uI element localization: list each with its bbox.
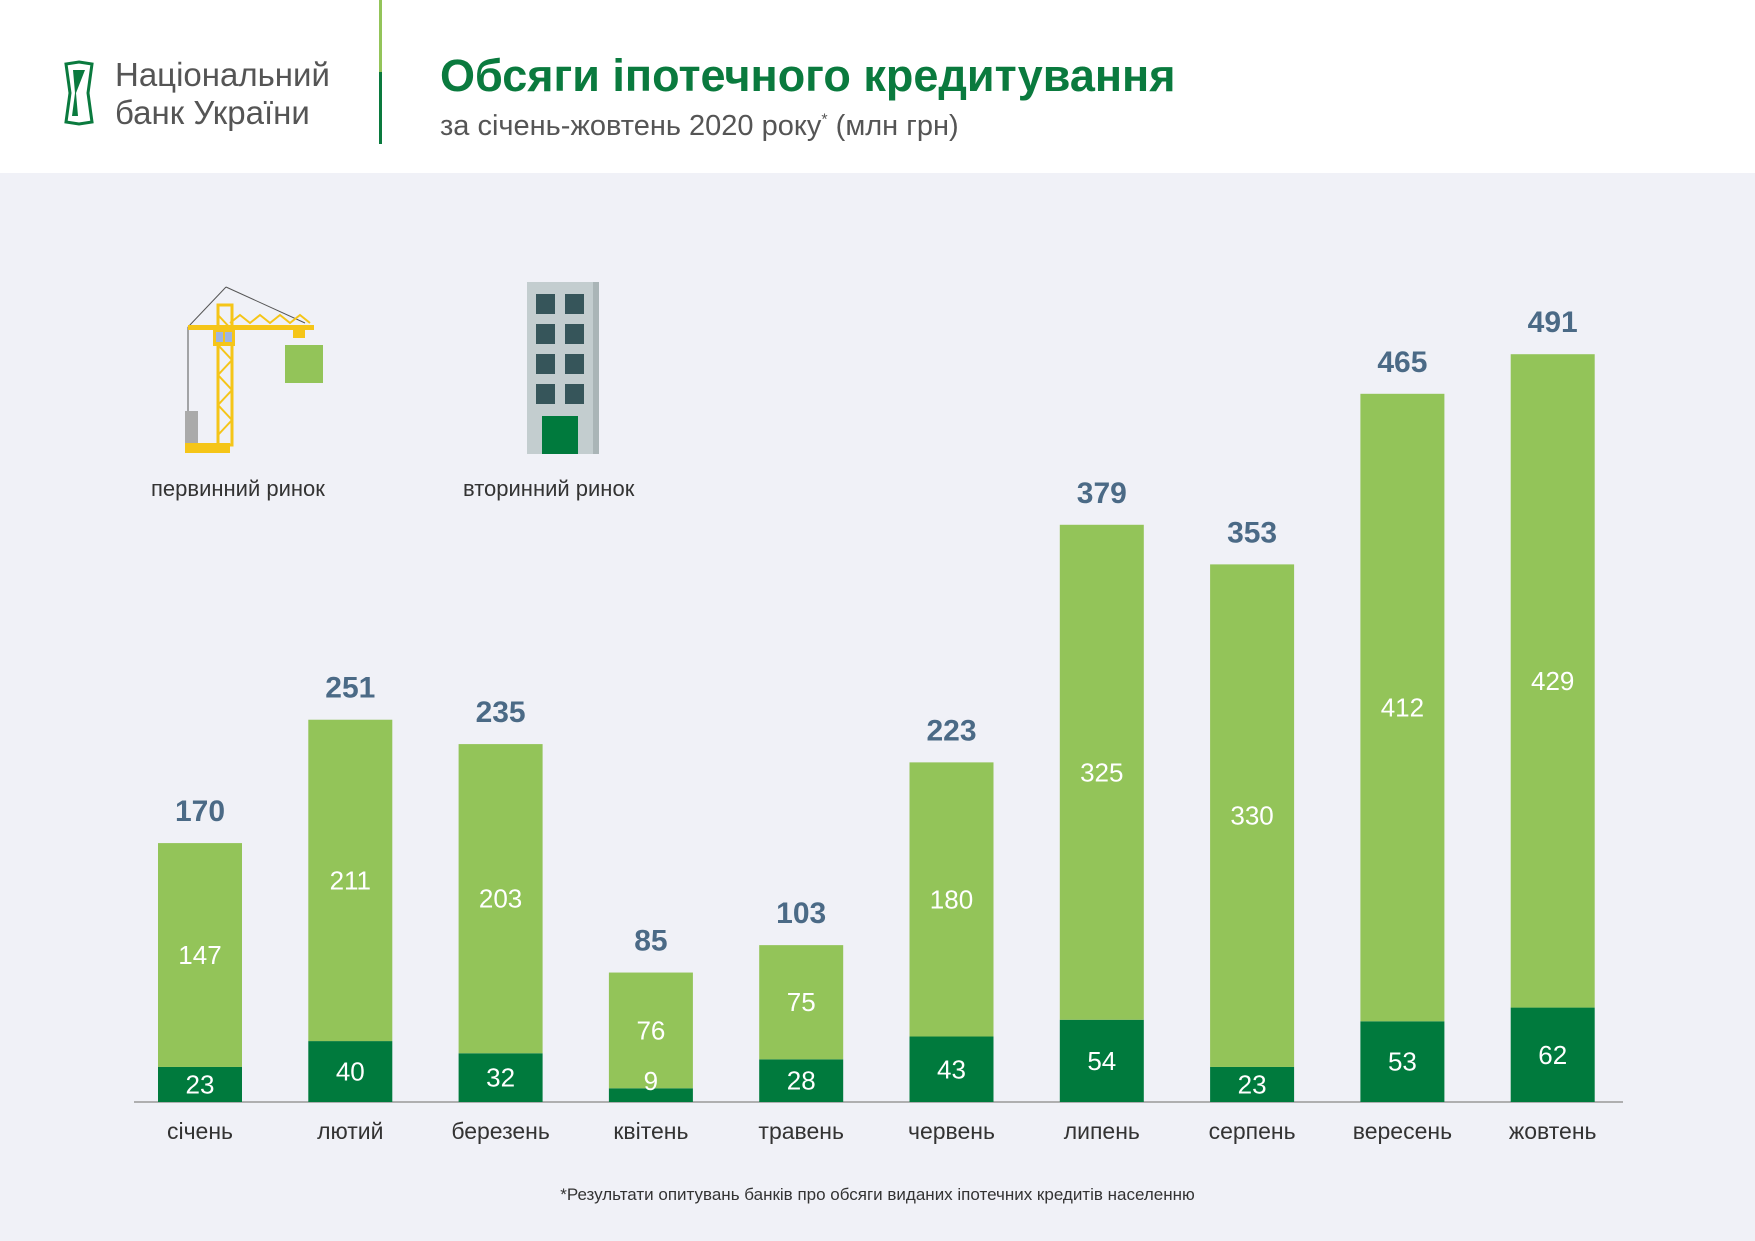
total-label: 235 [476,696,526,729]
total-label: 465 [1377,346,1427,379]
x-tick-label: травень [758,1118,844,1144]
bar-secondary [909,1036,994,1102]
bar-primary [1360,393,1445,1022]
total-label: 170 [175,795,225,828]
building-icon [527,282,599,454]
bar-secondary [458,1053,543,1102]
bar-primary [608,972,693,1089]
x-tick-label: червень [908,1118,995,1144]
data-label-primary: 429 [1531,666,1574,696]
subtitle-unit: (млн грн) [835,110,959,142]
data-label-secondary: 40 [336,1057,365,1087]
bank-name-line1: Національний [115,56,330,93]
bar-secondary [158,1066,242,1102]
bar-secondary [608,1088,693,1102]
x-tick-label: серпень [1209,1118,1296,1144]
subtitle-text: за січень-жовтень 2020 року [440,110,822,142]
footnote: *Результати опитувань банків про обсяги … [560,1185,1195,1204]
data-label-primary: 76 [636,1015,665,1045]
x-tick-label: січень [167,1118,233,1144]
nbu-logo-icon [64,60,94,126]
crane-icon [185,286,323,453]
bar-secondary [1360,1021,1445,1102]
total-label: 223 [926,714,976,747]
total-label: 251 [325,672,375,705]
x-tick-label: березень [451,1118,550,1144]
bar-primary [158,843,242,1067]
x-tick-label: квітень [613,1118,688,1144]
bar-secondary [308,1041,393,1102]
bank-name: Національний банк України [115,56,330,132]
bar-primary [909,762,994,1037]
chart-subtitle: за січень-жовтень 2020 року* (млн грн) [440,110,959,143]
total-label: 379 [1077,477,1127,510]
data-label-primary: 203 [479,884,522,914]
x-tick-label: вересень [1353,1118,1452,1144]
data-label-secondary: 23 [1238,1069,1267,1099]
data-label-secondary: 32 [486,1063,515,1093]
divider [379,0,382,72]
chart-title: Обсяги іпотечного кредитування [440,50,1176,101]
data-label-secondary: 9 [644,1066,658,1096]
data-label-secondary: 43 [937,1054,966,1084]
bar-secondary [1510,1007,1595,1102]
bar-primary [1210,564,1295,1067]
data-label-secondary: 28 [787,1066,816,1096]
bar-primary [1510,354,1595,1008]
x-tick-label: лютий [317,1118,383,1144]
bar-secondary [1210,1066,1295,1102]
data-label-secondary: 23 [186,1069,215,1099]
bar-secondary [759,1059,844,1102]
bar-primary [1059,524,1144,1020]
header: Національний банк України Обсяги іпотечн… [0,0,1755,173]
data-label-primary: 325 [1080,757,1123,787]
x-tick-label: жовтень [1509,1118,1597,1144]
legend-secondary: вторинний ринок [463,476,635,501]
subtitle-mark: * [821,111,828,129]
bar-primary [308,719,393,1042]
bar-secondary [1059,1019,1144,1102]
data-label-primary: 75 [787,987,816,1017]
total-label: 103 [776,897,826,930]
data-label-secondary: 54 [1087,1046,1116,1076]
total-label: 491 [1528,306,1578,339]
bar-primary [759,945,844,1060]
bar-primary [458,744,543,1054]
data-label-primary: 412 [1381,693,1424,723]
data-label-secondary: 53 [1388,1047,1417,1077]
bank-name-line2: банк України [115,94,310,131]
data-label-primary: 180 [930,884,973,914]
x-tick-label: липень [1064,1118,1140,1144]
total-label: 85 [634,925,667,958]
total-label: 353 [1227,516,1277,549]
divider [379,72,382,144]
data-label-primary: 211 [330,865,371,895]
data-label-primary: 330 [1230,801,1273,831]
legend-primary: первинний ринок [151,476,325,501]
data-label-primary: 147 [178,940,221,970]
data-label-secondary: 62 [1538,1040,1567,1070]
